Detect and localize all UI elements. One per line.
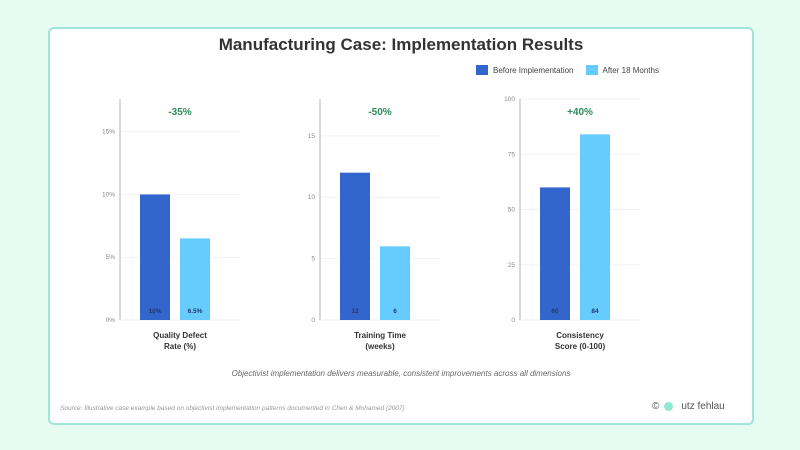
- legend-swatch-before: [476, 65, 488, 75]
- change-label: +40%: [567, 107, 593, 118]
- y-tick-label: 50: [508, 207, 516, 214]
- x-axis-label: (weeks): [365, 342, 395, 351]
- source-note: Source: Illustrative case example based …: [60, 405, 405, 412]
- y-tick-label: 75: [508, 151, 516, 158]
- change-label: -35%: [168, 107, 191, 118]
- y-tick-label: 0%: [106, 317, 116, 324]
- y-tick-label: 10: [308, 194, 316, 201]
- bar-value-label: 60: [551, 308, 559, 315]
- x-axis-label: Consistency: [556, 331, 604, 340]
- y-tick-label: 100: [504, 96, 515, 103]
- copyright-symbol: ©: [652, 401, 660, 412]
- y-tick-label: 5: [311, 256, 315, 263]
- legend: Before Implementation After 18 Months: [476, 65, 659, 75]
- y-tick-label: 15: [308, 133, 316, 140]
- bar-value-label: 12: [351, 308, 359, 315]
- bar-value-label: 10%: [148, 308, 161, 315]
- bar-before: [340, 172, 370, 320]
- legend-item-before: Before Implementation: [476, 65, 574, 75]
- legend-item-after: After 18 Months: [585, 65, 659, 75]
- chart-card: 0% 5% 10% 15% 10% 6.5% -35% Quality Defect Rate …: [48, 27, 754, 425]
- bar-after: [180, 238, 210, 320]
- x-axis-label: Training Time: [354, 331, 406, 340]
- x-axis-label: Score (0-100): [555, 342, 606, 351]
- brand-name: utz fehlau: [681, 401, 725, 412]
- x-axis-label: Quality Defect: [153, 331, 207, 340]
- bar-value-label: 6: [393, 308, 397, 315]
- x-axis-label: Rate (%): [164, 342, 196, 351]
- y-tick-label: 5%: [106, 254, 116, 261]
- chart-subtitle: Objectivist implementation delivers meas…: [231, 369, 571, 378]
- bar-before: [140, 194, 170, 320]
- bar-after: [380, 246, 410, 320]
- bar-after: [580, 134, 610, 320]
- y-tick-label: 0: [311, 317, 315, 324]
- y-tick-label: 25: [508, 262, 516, 269]
- bar-before: [540, 187, 570, 320]
- y-tick-label: 0: [511, 317, 515, 324]
- chart-title: Manufacturing Case: Implementation Resul…: [218, 35, 584, 54]
- legend-label-after: After 18 Months: [602, 65, 659, 75]
- y-tick-label: 10%: [102, 191, 115, 198]
- change-label: -50%: [368, 107, 391, 118]
- y-tick-label: 15%: [102, 129, 115, 136]
- legend-label-before: Before Implementation: [493, 65, 574, 75]
- bar-value-label: 84: [591, 308, 599, 315]
- bar-value-label: 6.5%: [188, 308, 203, 315]
- brand-logo-icon: [664, 402, 674, 411]
- brand: © utz fehlau: [652, 401, 725, 412]
- legend-swatch-after: [585, 65, 598, 75]
